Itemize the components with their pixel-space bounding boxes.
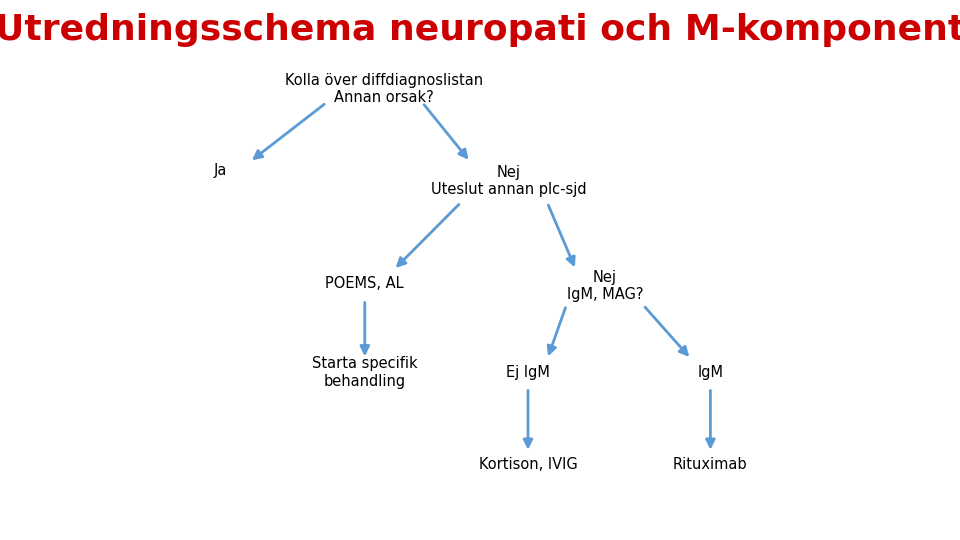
Text: Kortison, IVIG: Kortison, IVIG bbox=[479, 457, 577, 472]
Text: Ja: Ja bbox=[214, 163, 228, 178]
Text: Nej
Uteslut annan plc-sjd: Nej Uteslut annan plc-sjd bbox=[431, 165, 587, 197]
Text: Starta specifik
behandling: Starta specifik behandling bbox=[312, 356, 418, 389]
Text: Nej
IgM, MAG?: Nej IgM, MAG? bbox=[566, 270, 643, 302]
Text: Kolla över diffdiagnoslistan
Annan orsak?: Kolla över diffdiagnoslistan Annan orsak… bbox=[285, 73, 483, 105]
Text: Rituximab: Rituximab bbox=[673, 457, 748, 472]
Text: POEMS, AL: POEMS, AL bbox=[325, 276, 404, 291]
Text: Ej IgM: Ej IgM bbox=[506, 365, 550, 380]
Text: IgM: IgM bbox=[697, 365, 724, 380]
Text: Utredningsschema neuropati och M-komponent: Utredningsschema neuropati och M-kompone… bbox=[0, 13, 960, 46]
